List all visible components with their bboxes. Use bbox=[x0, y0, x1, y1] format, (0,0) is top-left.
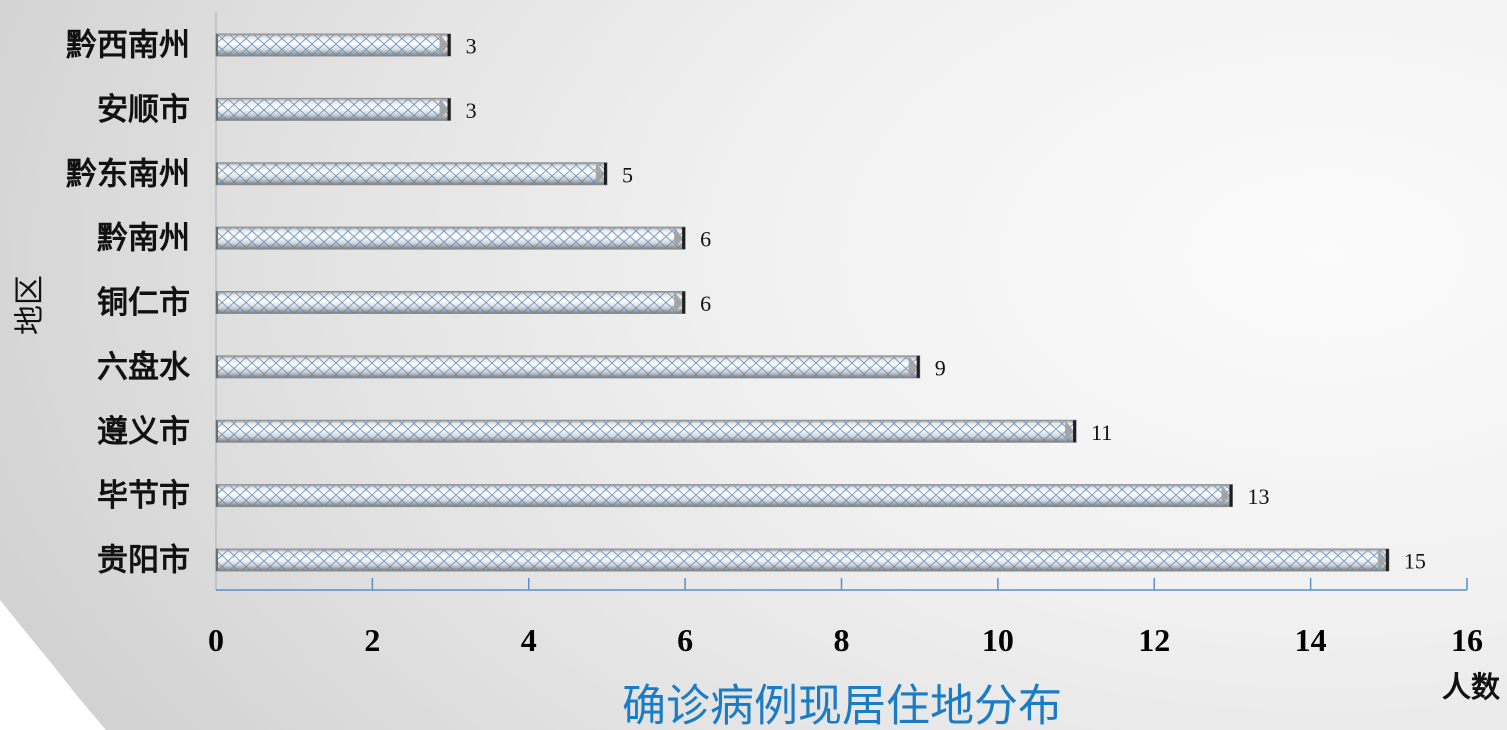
x-axis-title: 人数 bbox=[1442, 671, 1501, 704]
category-label: 黔南州 bbox=[97, 221, 190, 256]
bar-hatch bbox=[216, 421, 1077, 442]
bar-end-shade bbox=[1065, 420, 1075, 443]
bar-start-cap bbox=[216, 98, 218, 121]
data-label: 15 bbox=[1404, 549, 1426, 574]
bar-hatch bbox=[216, 35, 451, 55]
bar-start-cap bbox=[216, 34, 218, 56]
category-label: 遵义市 bbox=[97, 414, 190, 449]
bar-hatch bbox=[216, 99, 451, 120]
bar-end-cap bbox=[1229, 484, 1233, 507]
bar-start-cap bbox=[216, 355, 218, 378]
bar bbox=[215, 162, 608, 186]
bar-hatch bbox=[216, 163, 607, 184]
bar bbox=[215, 355, 921, 379]
x-tick-label: 12 bbox=[1138, 622, 1170, 658]
x-tick-label: 0 bbox=[208, 622, 224, 658]
bar-end-cap bbox=[447, 98, 451, 121]
bar-hatch bbox=[216, 485, 1233, 506]
bar-end-cap bbox=[916, 355, 920, 378]
bar-end-cap bbox=[1073, 420, 1077, 443]
category-label: 安顺市 bbox=[97, 92, 190, 127]
x-tick-label: 10 bbox=[982, 622, 1014, 658]
bar-end-shade bbox=[674, 227, 684, 250]
chart-title: 确诊病例现居住地分布 bbox=[622, 682, 1062, 730]
bar-end-cap bbox=[447, 34, 451, 56]
category-label: 黔东南州 bbox=[66, 156, 190, 191]
data-labels: 3 3 5 6 6 9 11 13 15 bbox=[466, 34, 1426, 574]
bar bbox=[215, 291, 686, 314]
bar-start-cap bbox=[216, 420, 218, 443]
bar-end-shade bbox=[595, 162, 605, 185]
bar-end-cap bbox=[682, 291, 686, 314]
y-axis-title: 地区 bbox=[14, 275, 47, 335]
data-label: 6 bbox=[700, 291, 711, 316]
bar-start-cap bbox=[216, 484, 218, 507]
bar-end-shade bbox=[674, 291, 684, 314]
bar-hatch bbox=[216, 228, 686, 249]
bar-end-cap bbox=[603, 162, 607, 185]
category-label: 毕节市 bbox=[97, 478, 190, 513]
bar bbox=[215, 484, 1233, 508]
category-label: 六盘水 bbox=[97, 349, 191, 384]
bar bbox=[215, 226, 686, 250]
x-tick-label: 16 bbox=[1451, 622, 1483, 658]
bar bbox=[215, 97, 452, 121]
data-label: 9 bbox=[935, 355, 946, 380]
bar-hatch bbox=[216, 292, 686, 313]
data-label: 13 bbox=[1247, 484, 1269, 509]
bar bbox=[215, 548, 1390, 572]
bar-hatch bbox=[216, 356, 920, 377]
bar-end-cap bbox=[682, 227, 686, 250]
bar-start-cap bbox=[216, 162, 218, 185]
data-label: 3 bbox=[466, 98, 477, 123]
category-label: 黔西南州 bbox=[66, 28, 190, 63]
x-tick-label: 6 bbox=[677, 622, 693, 658]
bar-end-cap bbox=[1385, 549, 1389, 571]
bar bbox=[215, 33, 452, 57]
bar bbox=[215, 419, 1077, 443]
bar-end-shade bbox=[1221, 484, 1231, 507]
data-label: 5 bbox=[622, 162, 633, 187]
data-label: 6 bbox=[700, 227, 711, 252]
bar-end-shade bbox=[1377, 549, 1387, 571]
category-label: 铜仁市 bbox=[97, 285, 190, 320]
bar-start-cap bbox=[216, 549, 218, 571]
data-label: 11 bbox=[1091, 420, 1112, 445]
bar-end-shade bbox=[439, 34, 449, 56]
bar-start-cap bbox=[216, 227, 218, 250]
x-tick-label: 4 bbox=[521, 622, 537, 658]
x-tick-label: 8 bbox=[834, 622, 850, 658]
x-tick-labels: 0 2 4 6 8 10 12 14 16 bbox=[208, 622, 1483, 658]
bar-end-shade bbox=[439, 98, 449, 121]
x-tick-label: 2 bbox=[364, 622, 380, 658]
bar-hatch bbox=[216, 550, 1389, 570]
data-label: 3 bbox=[466, 34, 477, 59]
bar-end-shade bbox=[908, 355, 918, 378]
category-label: 贵阳市 bbox=[97, 543, 190, 578]
x-tick-label: 14 bbox=[1295, 622, 1327, 658]
bars bbox=[215, 33, 1390, 572]
bar-start-cap bbox=[216, 291, 218, 314]
